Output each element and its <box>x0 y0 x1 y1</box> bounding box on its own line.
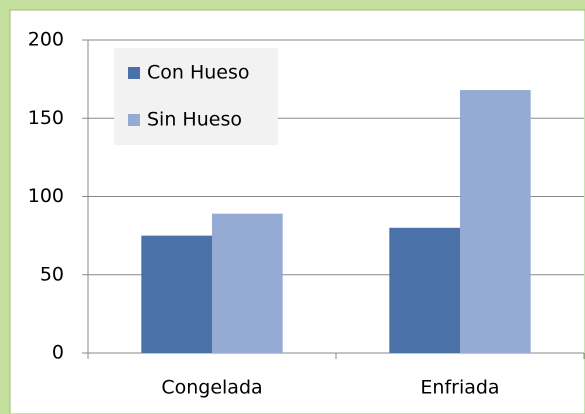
y-tick-label: 200 <box>28 29 64 51</box>
legend-label: Con Hueso <box>147 62 250 84</box>
bar <box>141 235 212 353</box>
bar <box>389 227 460 353</box>
legend-swatch <box>128 114 140 126</box>
legend-label: Sin Hueso <box>147 109 242 131</box>
x-tick-label: Enfriada <box>420 377 499 399</box>
legend-box <box>114 48 278 145</box>
y-tick-label: 150 <box>28 107 64 129</box>
x-tick-label: Congelada <box>161 377 262 399</box>
y-tick-label: 0 <box>52 342 64 364</box>
bar <box>212 213 283 353</box>
legend-swatch <box>128 67 140 79</box>
y-tick-label: 100 <box>28 185 64 207</box>
y-tick-label: 50 <box>40 263 64 285</box>
bar <box>460 90 531 353</box>
